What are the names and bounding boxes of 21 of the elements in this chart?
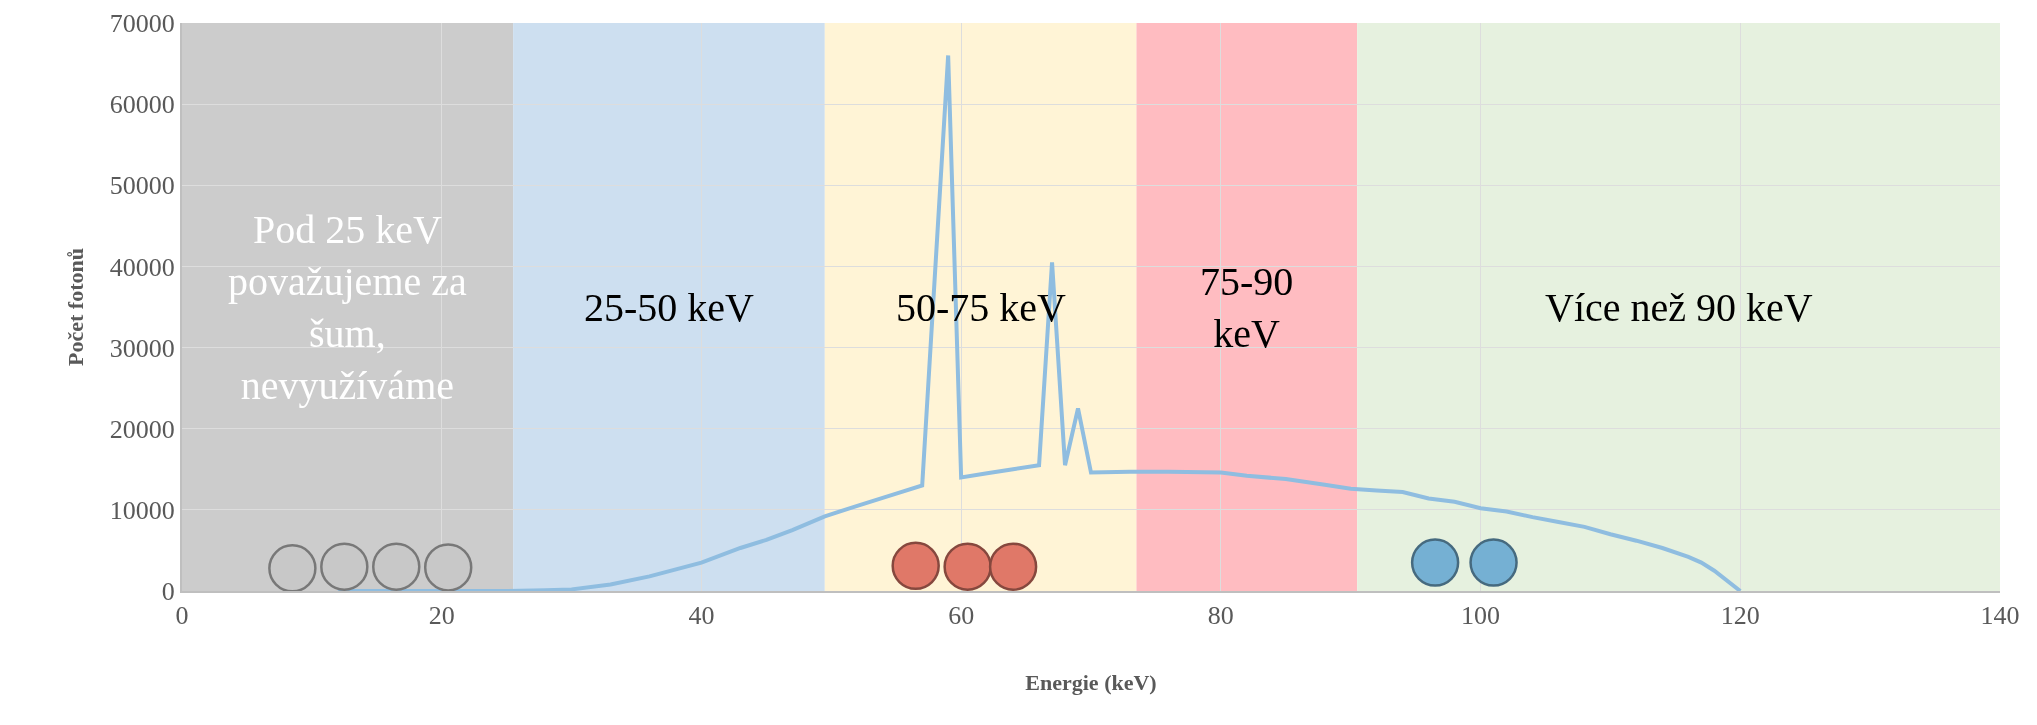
y-tick-label: 50000: [109, 171, 175, 201]
y-tick-label: 70000: [109, 9, 175, 39]
band-label: Více než 90 keV: [1545, 285, 1813, 330]
x-tick-label: 140: [1980, 601, 2020, 631]
x-tick-label: 60: [948, 601, 975, 631]
y-tick-label: 10000: [109, 495, 175, 525]
y-tick-label: 0: [161, 577, 175, 607]
y-axis-title: Počet fotonů: [63, 248, 89, 366]
band-label: 50-75 keV: [896, 285, 1067, 330]
y-tick-label: 40000: [109, 252, 175, 282]
x-axis-title: Energie (keV): [1025, 669, 1157, 695]
x-tick-label: 20: [428, 601, 455, 631]
band-label: 75-90 keV: [1200, 259, 1294, 356]
y-tick-label: 30000: [109, 333, 175, 363]
y-tick-label: 60000: [109, 90, 175, 120]
band-label: 25-50 keV: [584, 285, 755, 330]
x-tick-label: 80: [1207, 601, 1234, 631]
x-tick-label: 40: [688, 601, 715, 631]
y-tick-label: 20000: [109, 414, 175, 444]
x-tick-label: 100: [1461, 601, 1501, 631]
x-tick-label: 120: [1720, 601, 1760, 631]
